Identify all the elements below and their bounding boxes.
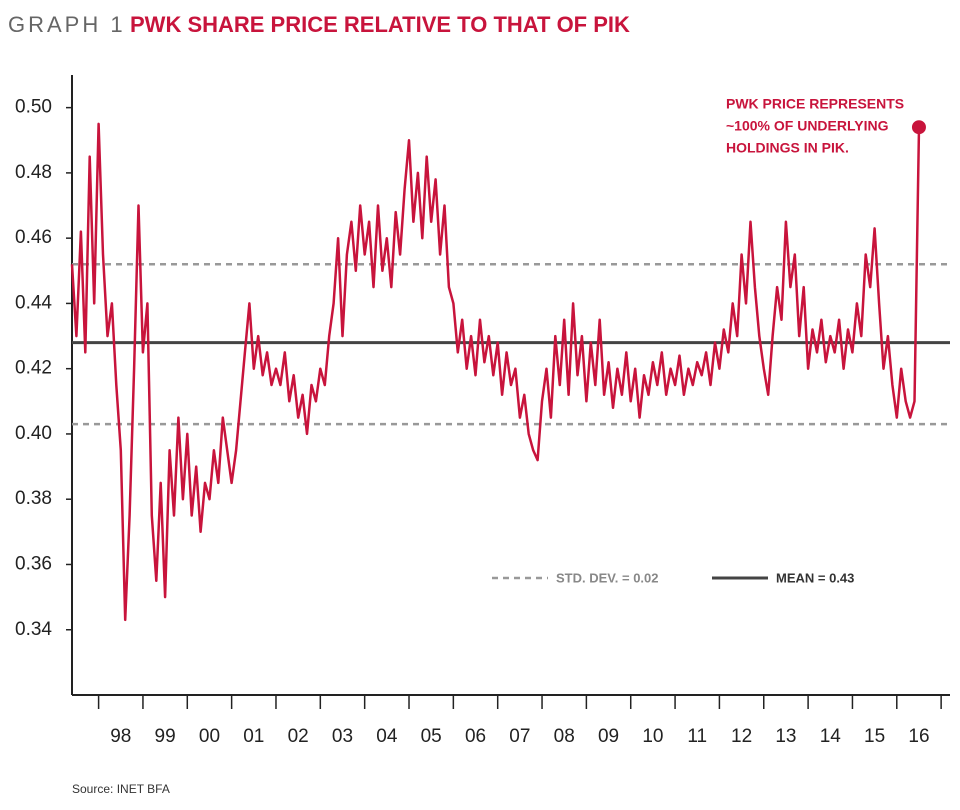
x-tick-label: 15 [864,726,885,747]
y-tick-label: 0.40 [15,423,52,444]
x-tick-label: 07 [509,726,530,747]
x-tick-label: 03 [332,726,353,747]
x-tick-label: 00 [199,726,220,747]
x-tick-label: 06 [465,726,486,747]
x-tick-label: 09 [598,726,619,747]
x-tick-label: 02 [288,726,309,747]
y-tick-label: 0.34 [15,619,52,640]
y-tick-label: 0.44 [15,292,52,313]
annotation: ~100% OF UNDERLYING [726,118,889,134]
y-tick-label: 0.42 [15,358,52,379]
graph-label: GRAPH 1 [8,12,126,37]
end-marker [911,120,926,135]
chart-title: PWK SHARE PRICE RELATIVE TO THAT OF PIK [130,12,630,37]
x-tick-label: 98 [110,726,131,747]
x-tick-label: 01 [243,726,264,747]
x-tick-label: 11 [687,726,707,747]
legend-label: MEAN = 0.43 [776,570,854,585]
y-tick-label: 0.48 [15,162,52,183]
x-tick-label: 13 [775,726,796,747]
legend-label: STD. DEV. = 0.02 [556,570,659,585]
x-tick-label: 14 [820,726,842,747]
x-tick-label: 12 [731,726,752,747]
series-line [70,122,921,622]
x-tick-label: 08 [554,726,575,747]
x-tick-label: 99 [155,726,176,747]
x-tick-label: 05 [421,726,442,747]
annotation: PWK PRICE REPRESENTS [726,96,904,112]
y-tick-label: 0.50 [15,97,52,118]
x-tick-label: 16 [908,726,929,747]
y-tick-label: 0.38 [15,488,52,509]
x-tick-label: 10 [642,726,663,747]
y-tick-label: 0.36 [15,553,52,574]
annotation: HOLDINGS IN PIK. [726,140,849,156]
y-tick-label: 0.46 [15,227,52,248]
x-tick-label: 04 [376,726,398,747]
source: Source: INET BFA [72,782,170,796]
